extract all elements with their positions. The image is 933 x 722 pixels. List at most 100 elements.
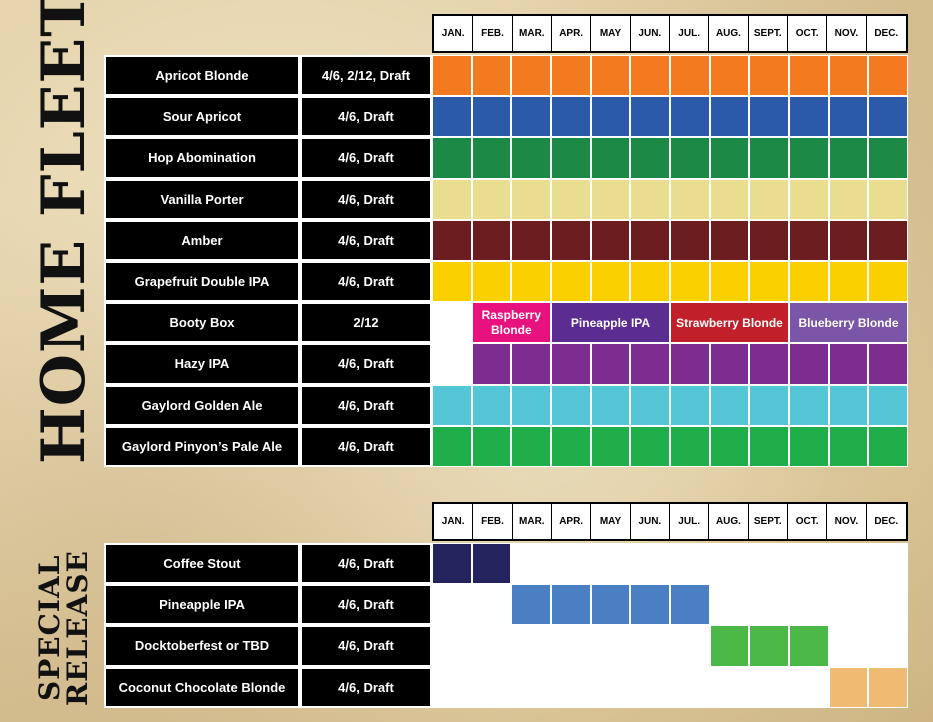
special-month-jan: JAN. (434, 504, 474, 539)
home-availability-cell (671, 385, 709, 425)
home-month-may: MAY (591, 16, 631, 51)
home-beer-name: Hop Abomination (104, 137, 300, 179)
home-availability-cell (671, 426, 709, 466)
home-availability-cell (591, 385, 630, 425)
special-availability-cell (472, 544, 511, 584)
home-availability-cell (710, 385, 749, 425)
home-availability-cell (591, 56, 630, 96)
home-availability-cell (671, 262, 709, 302)
home-availability-cell (512, 97, 550, 137)
special-beer-packaging: 4/6, Draft (300, 584, 432, 626)
home-availability-cell (829, 426, 868, 466)
special-availability-cell (869, 667, 907, 707)
home-availability-cell (750, 344, 788, 384)
home-availability-cell (631, 179, 669, 219)
home-availability-cell (433, 220, 471, 260)
special-beer-name: Pineapple IPA (104, 584, 300, 626)
home-availability-cell (869, 138, 907, 178)
home-availability-cell (631, 97, 669, 137)
home-availability-cell (552, 262, 590, 302)
home-availability-cell (750, 385, 788, 425)
special-calendar-grid (432, 543, 908, 708)
special-month-apr: APR. (552, 504, 592, 539)
home-availability-cell (472, 97, 511, 137)
home-availability-cell (869, 220, 907, 260)
home-beer-packaging: 4/6, Draft (300, 219, 432, 261)
home-availability-cell (591, 179, 630, 219)
home-beer-packaging: 4/6, 2/12, Draft (300, 55, 432, 97)
home-availability-cell (472, 262, 511, 302)
home-availability-cell (433, 138, 471, 178)
special-availability-cell (790, 626, 828, 666)
home-fleet-title: HOME FLEET (29, 0, 99, 464)
special-availability-cell (750, 626, 788, 666)
home-availability-cell (750, 179, 788, 219)
home-availability-cell (433, 97, 471, 137)
home-availability-cell (790, 426, 828, 466)
special-month-feb: FEB. (473, 504, 513, 539)
home-availability-cell (829, 262, 868, 302)
home-availability-cell (671, 179, 709, 219)
home-availability-cell (433, 262, 471, 302)
home-beer-packaging: 4/6, Draft (300, 137, 432, 179)
home-availability-cell (790, 262, 828, 302)
home-month-aug: AUG. (709, 16, 749, 51)
home-availability-cell (591, 426, 630, 466)
home-beer-packaging: 4/6, Draft (300, 261, 432, 303)
home-availability-cell (869, 385, 907, 425)
home-availability-cell (552, 426, 590, 466)
special-month-header: JAN. FEB. MAR. APR. MAY JUN. JUL. AUG. SEPT. OCT.… (432, 502, 908, 541)
home-availability-cell (829, 138, 868, 178)
home-calendar-grid (432, 55, 908, 467)
home-availability-cell (591, 344, 630, 384)
home-availability-cell (829, 220, 868, 260)
booty-box-release-pineapple-ipa: Pineapple IPA (552, 303, 669, 343)
home-availability-cell (790, 220, 828, 260)
home-availability-cell (512, 426, 550, 466)
special-beer-name: Coconut Chocolate Blonde (104, 666, 300, 708)
home-availability-cell (631, 262, 669, 302)
home-availability-cell (750, 138, 788, 178)
special-month-nov: NOV. (827, 504, 867, 539)
home-availability-cell (829, 97, 868, 137)
home-beer-packaging: 4/6, Draft (300, 343, 432, 385)
special-title-line2: RELEASE (61, 550, 94, 706)
special-month-jun: JUN. (631, 504, 670, 539)
special-availability-cell (591, 585, 630, 625)
home-availability-cell (710, 426, 749, 466)
home-availability-cell (591, 220, 630, 260)
home-availability-cell (631, 344, 669, 384)
home-availability-cell (433, 385, 471, 425)
home-month-jan: JAN. (434, 16, 474, 51)
special-release-title: SPECIAL RELEASE (33, 548, 94, 708)
home-availability-cell (710, 138, 749, 178)
home-month-jun: JUN. (631, 16, 670, 51)
home-availability-cell (790, 138, 828, 178)
home-beer-packaging: 2/12 (300, 302, 432, 344)
home-availability-cell (829, 56, 868, 96)
home-availability-cell (552, 385, 590, 425)
home-beer-packaging: 4/6, Draft (300, 384, 432, 426)
home-availability-cell (750, 220, 788, 260)
home-availability-cell (790, 179, 828, 219)
home-month-nov: NOV. (827, 16, 867, 51)
special-beer-packaging: 4/6, Draft (300, 625, 432, 667)
home-beer-name: Booty Box (104, 302, 300, 344)
home-availability-cell (710, 262, 749, 302)
home-availability-cell (433, 426, 471, 466)
home-availability-cell (472, 179, 511, 219)
home-month-oct: OCT. (788, 16, 828, 51)
home-availability-cell (750, 97, 788, 137)
home-availability-cell (829, 385, 868, 425)
home-availability-cell (512, 56, 550, 96)
home-availability-cell (552, 56, 590, 96)
home-availability-cell (472, 56, 511, 96)
home-availability-cell (552, 179, 590, 219)
special-availability-cell (710, 626, 749, 666)
home-availability-cell (671, 97, 709, 137)
home-availability-cell (790, 56, 828, 96)
special-beer-name: Coffee Stout (104, 543, 300, 585)
home-availability-cell (631, 56, 669, 96)
home-availability-cell (710, 344, 749, 384)
home-beer-packaging: 4/6, Draft (300, 96, 432, 138)
